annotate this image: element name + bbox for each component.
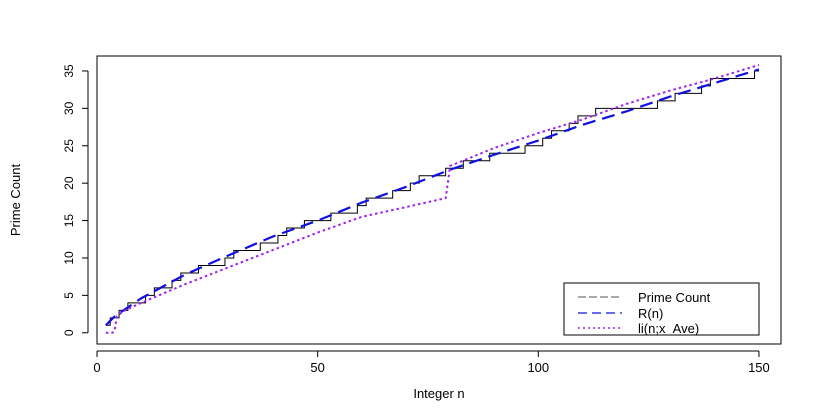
x-axis-label: Integer n <box>413 386 464 401</box>
y-tick-label: 0 <box>62 329 76 336</box>
y-tick-label: 30 <box>62 101 76 115</box>
series-layer <box>105 64 760 334</box>
plot-frame <box>96 55 782 345</box>
x-axis: 0 50 100 150 <box>93 350 770 375</box>
y-tick-label: 10 <box>62 251 76 265</box>
y-tick-label: 20 <box>62 176 76 190</box>
series-line-0 <box>105 70 759 326</box>
x-tick-label: 150 <box>748 360 770 375</box>
x-tick-label: 100 <box>527 360 549 375</box>
x-tick-label: 50 <box>310 360 324 375</box>
y-axis: 0 5 10 15 20 25 30 35 <box>62 64 89 336</box>
series-line-2 <box>105 64 760 334</box>
y-axis-label: Prime Count <box>8 163 23 236</box>
legend-box <box>563 282 760 336</box>
y-tick-label: 15 <box>62 214 76 228</box>
legend-label: Prime Count <box>638 290 711 305</box>
y-tick-label: 5 <box>62 292 76 299</box>
legend-label: li(n;x_Ave) <box>638 321 699 336</box>
y-tick-label: 25 <box>62 139 76 153</box>
legend-label: R(n) <box>638 306 663 321</box>
x-tick-label: 0 <box>93 360 100 375</box>
y-tick-label: 35 <box>62 64 76 78</box>
series-line-1 <box>105 68 760 327</box>
